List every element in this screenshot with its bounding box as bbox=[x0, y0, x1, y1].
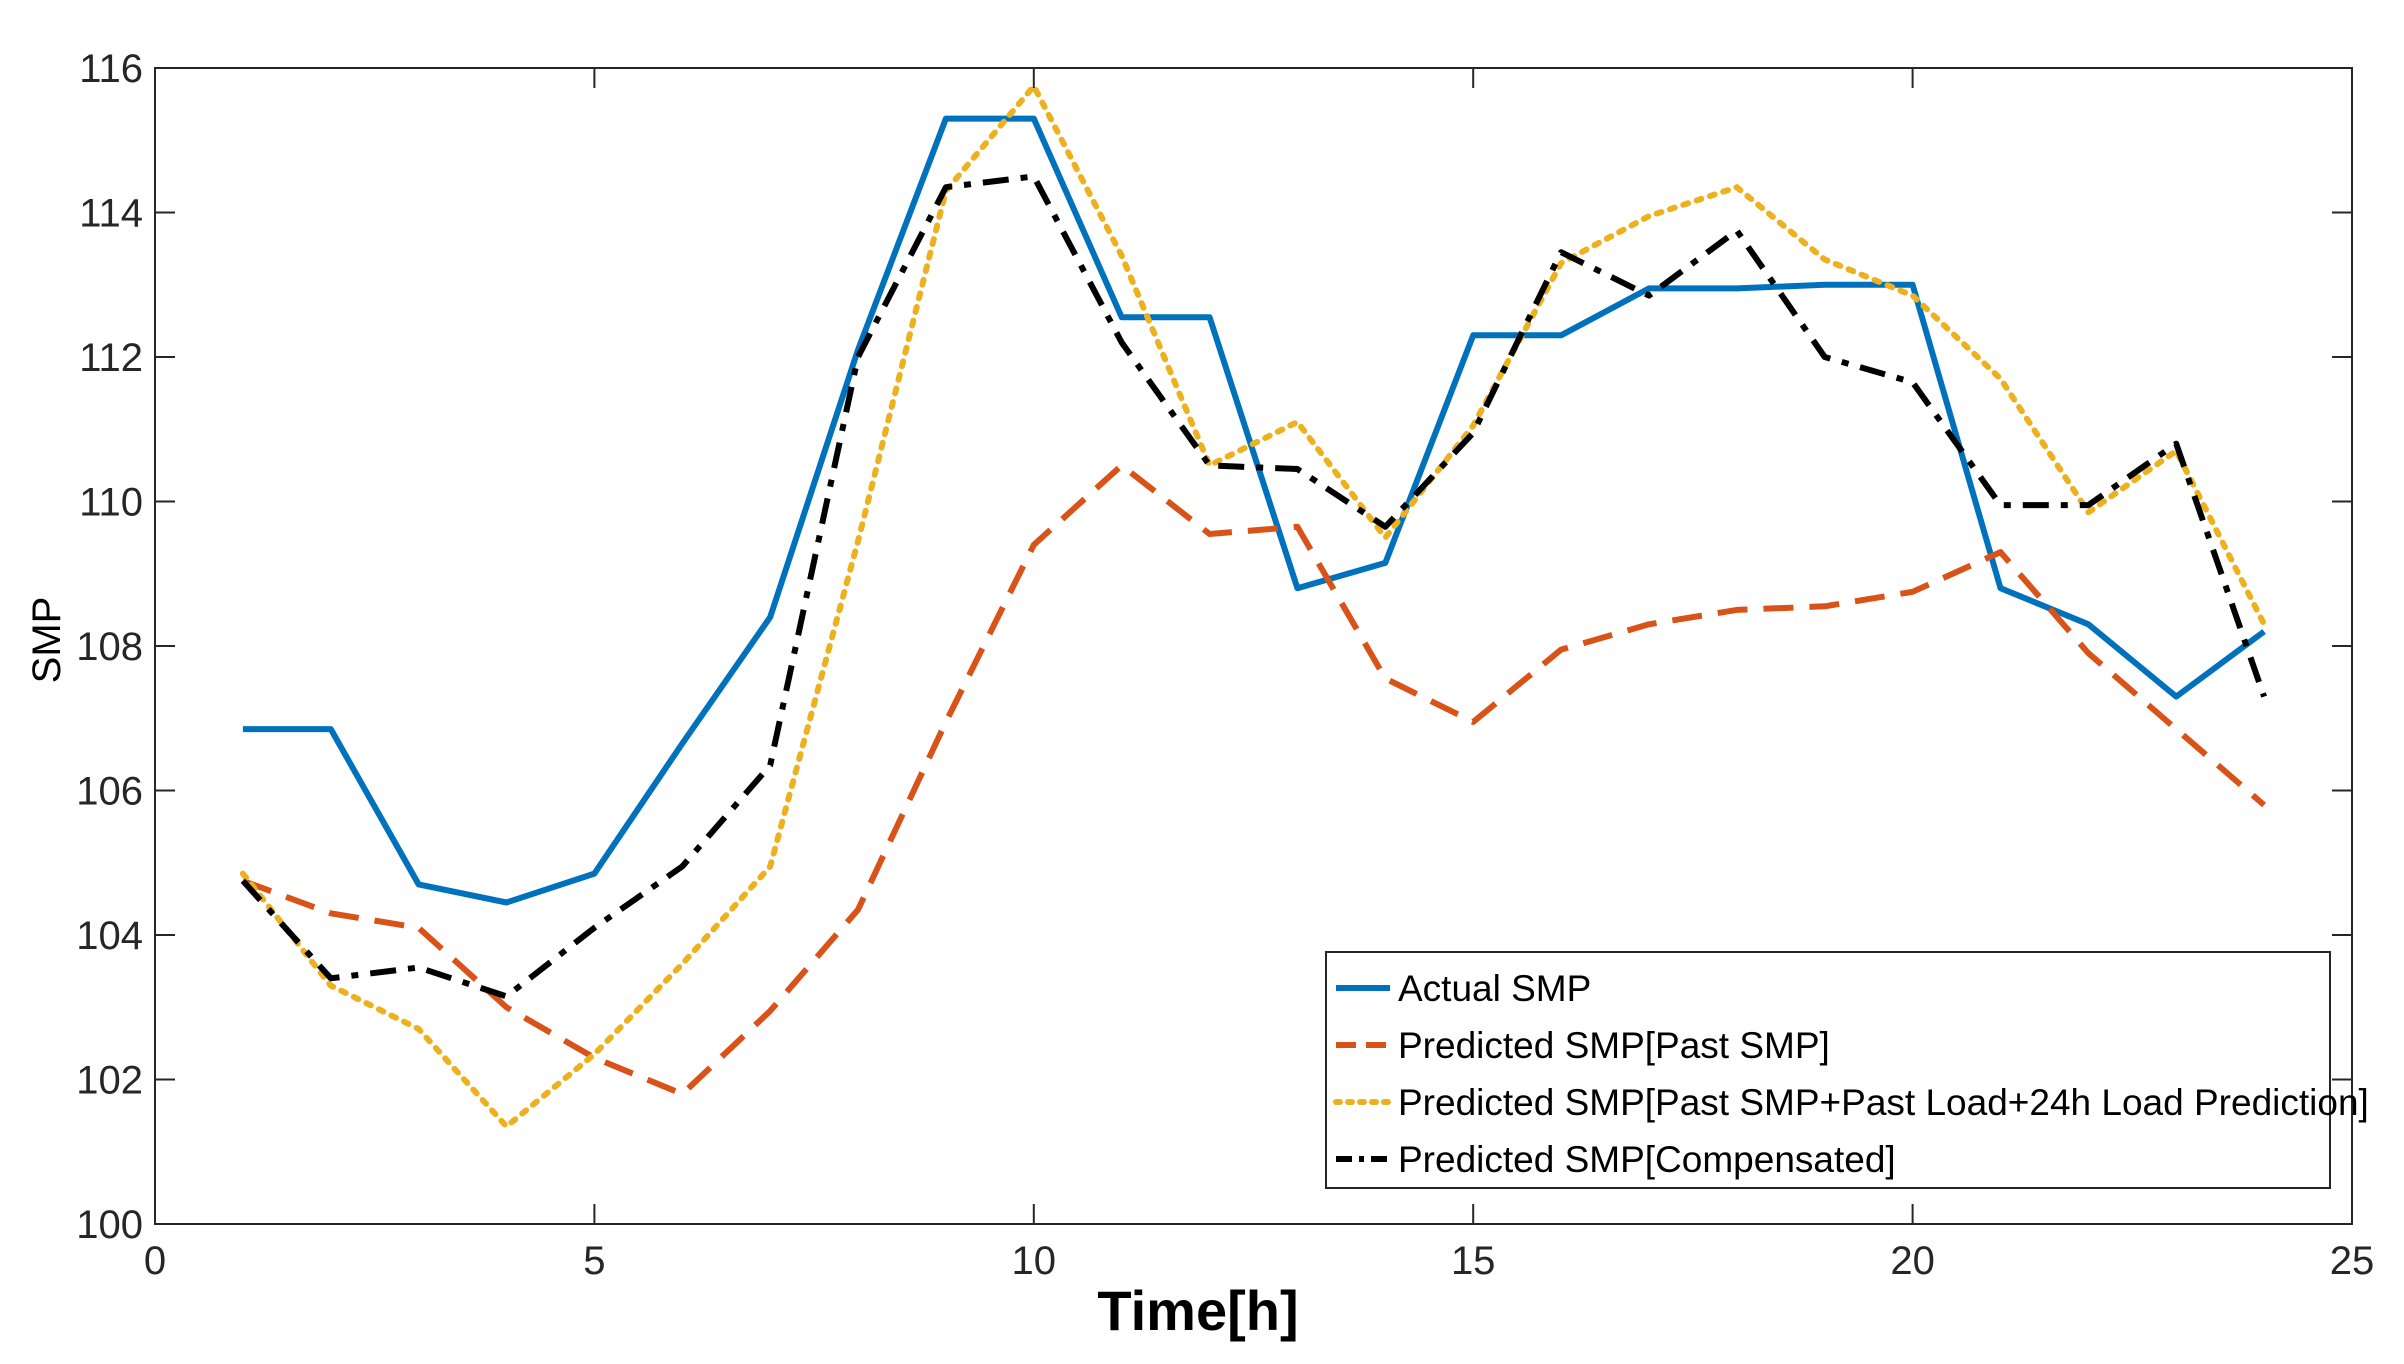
y-tick-label: 100 bbox=[76, 1203, 143, 1247]
y-tick-label: 116 bbox=[79, 47, 143, 91]
legend-label-2: Predicted SMP[Past SMP] bbox=[1398, 1025, 1830, 1066]
y-axis-title: SMP bbox=[25, 597, 69, 684]
x-tick-label: 15 bbox=[1451, 1239, 1496, 1283]
y-tick-label: 112 bbox=[79, 336, 143, 380]
series-line-1 bbox=[242, 115, 2266, 906]
legend-label-3: Predicted SMP[Past SMP+Past Load+24h Loa… bbox=[1398, 1082, 2369, 1123]
axes: 0 5 10 15 20 25 100 102 104 106 108 110 112 114 116 bbox=[76, 47, 2374, 1283]
x-tick-label: 25 bbox=[2330, 1239, 2375, 1283]
plot-lines bbox=[239, 83, 2268, 1130]
legend-label-1: Actual SMP bbox=[1398, 968, 1591, 1009]
series-line-4 bbox=[240, 173, 2267, 1000]
legend-label-4: Predicted SMP[Compensated] bbox=[1398, 1139, 1896, 1180]
x-tick-label: 5 bbox=[583, 1239, 605, 1283]
x-axis-title: Time[h] bbox=[1097, 1279, 1298, 1342]
x-tick-label: 0 bbox=[144, 1239, 166, 1283]
series-line-3 bbox=[239, 83, 2268, 1130]
y-tick-label: 110 bbox=[79, 481, 143, 525]
y-tick-label: 108 bbox=[76, 625, 143, 669]
y-tick-label: 106 bbox=[76, 770, 143, 814]
series-line-2 bbox=[241, 462, 2267, 1097]
x-tick-label: 20 bbox=[1890, 1239, 1935, 1283]
y-tick-label: 114 bbox=[79, 192, 143, 236]
legend-box bbox=[1325, 951, 2331, 1189]
legend: Actual SMP Predicted SMP[Past SMP] Predict… bbox=[1325, 951, 2369, 1189]
x-tick-label: 10 bbox=[1012, 1239, 1057, 1283]
y-tick-label: 102 bbox=[76, 1059, 143, 1103]
y-tick-label: 104 bbox=[76, 914, 143, 958]
